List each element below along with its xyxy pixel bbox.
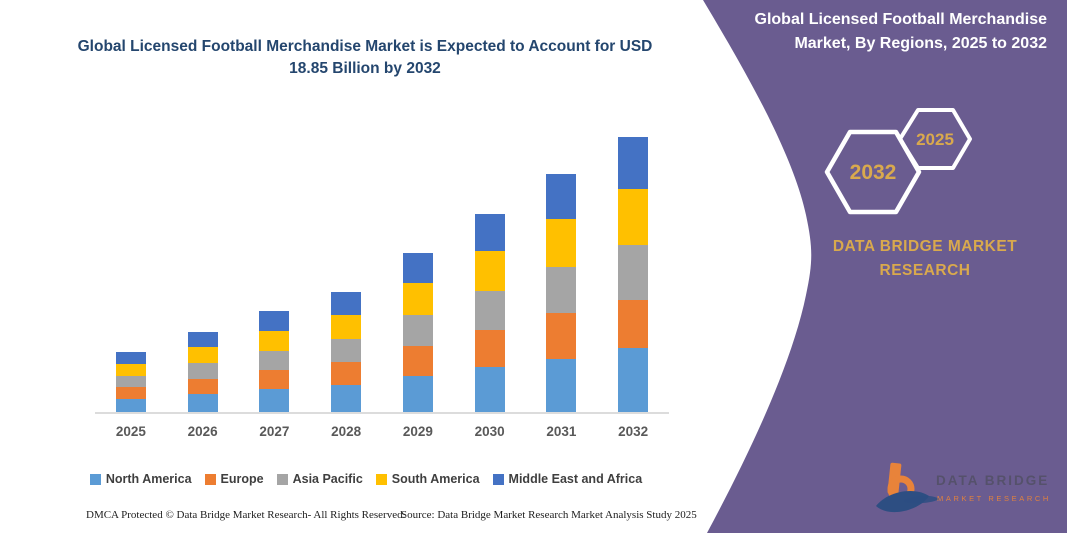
segment-2027-asia-pacific <box>259 350 290 371</box>
segment-2027-europe <box>259 370 290 390</box>
segment-2030-europe <box>474 329 505 368</box>
logo-text-data-bridge: DATA BRIDGE <box>936 473 1049 488</box>
segment-2032-middle-east-and-africa <box>618 137 649 189</box>
chart-title: Global Licensed Football Merchandise Mar… <box>77 38 653 78</box>
logo-b-mark <box>876 462 940 513</box>
segment-2028-north-america <box>331 385 362 412</box>
stacked-bar-2028 <box>331 292 362 412</box>
legend-item-asia-pacific: Asia Pacific <box>276 472 363 486</box>
segment-2027-south-america <box>259 330 290 351</box>
segment-2026-middle-east-and-africa <box>187 331 218 348</box>
segment-2032-asia-pacific <box>618 245 649 301</box>
bar-slot-2029 <box>382 130 454 412</box>
stacked-bar-2026 <box>187 331 218 412</box>
segment-2026-europe <box>187 378 218 394</box>
brand-text: DATA BRIDGE MARKET RESEARCH <box>832 238 1018 280</box>
footer-dmca-text: DMCA Protected © Data Bridge Market Rese… <box>86 509 406 521</box>
segment-2030-asia-pacific <box>474 291 505 330</box>
segment-2025-north-america <box>115 398 146 412</box>
bar-slot-2031 <box>526 130 598 412</box>
x-tick-label-2026: 2026 <box>187 424 218 439</box>
segment-2031-asia-pacific <box>546 266 577 314</box>
bar-slot-2028 <box>310 130 382 412</box>
x-tick-label-2032: 2032 <box>618 424 649 439</box>
segment-2031-north-america <box>546 358 577 412</box>
segment-2032-europe <box>618 300 649 349</box>
purple-side-panel: 2032 2025 <box>703 0 1067 533</box>
segment-2025-asia-pacific <box>115 375 146 388</box>
legend-item-north-america: North America <box>89 472 192 486</box>
segment-2027-middle-east-and-africa <box>259 311 290 331</box>
segment-2025-south-america <box>115 363 146 376</box>
stacked-bar-2032 <box>618 137 649 412</box>
x-axis-labels: 2025 2026 2027 2028 2029 2030 2031 2032 <box>95 424 669 439</box>
segment-2032-south-america <box>618 188 649 246</box>
segment-2025-europe <box>115 387 146 399</box>
x-tick-label-2031: 2031 <box>546 424 577 439</box>
segment-2029-europe <box>402 346 433 377</box>
stacked-bar-2025 <box>115 352 146 412</box>
bar-slot-2025 <box>95 130 167 412</box>
stacked-bar-2030 <box>474 213 505 412</box>
bar-slot-2030 <box>454 130 526 412</box>
segment-2030-south-america <box>474 251 505 292</box>
legend-swatch-icon <box>492 473 504 485</box>
stacked-bar-2031 <box>546 174 577 412</box>
legend-swatch-icon <box>375 473 387 485</box>
legend-swatch-icon <box>276 473 288 485</box>
segment-2031-south-america <box>546 219 577 267</box>
legend-label: South America <box>391 472 480 486</box>
x-tick-label-2028: 2028 <box>331 424 362 439</box>
bar-slot-2027 <box>239 130 311 412</box>
x-tick-label-2029: 2029 <box>402 424 433 439</box>
x-tick-label-2030: 2030 <box>474 424 505 439</box>
panel-title: Global Licensed Football Merchandise Mar… <box>754 11 1048 52</box>
bar-slot-2032 <box>597 130 669 412</box>
legend-swatch-icon <box>204 473 216 485</box>
segment-2026-south-america <box>187 347 218 364</box>
chart-legend: North America Europe Asia Pacific South Ame… <box>60 472 672 486</box>
hexagon-2032-label: 2032 <box>850 161 897 184</box>
segment-2031-europe <box>546 313 577 359</box>
x-tick-label-2025: 2025 <box>115 424 146 439</box>
footer-source-text: Source: Data Bridge Market Research Mark… <box>401 509 697 521</box>
legend-item-south-america: South America <box>375 472 480 486</box>
legend-label: Middle East and Africa <box>508 472 643 486</box>
segment-2031-middle-east-and-africa <box>546 174 577 220</box>
segment-2029-middle-east-and-africa <box>402 253 433 284</box>
stacked-bar-2029 <box>402 253 433 412</box>
legend-item-europe: Europe <box>204 472 264 486</box>
stacked-bar-2027 <box>259 311 290 412</box>
legend-label: Europe <box>220 472 264 486</box>
bar-slot-2026 <box>167 130 239 412</box>
segment-2025-middle-east-and-africa <box>115 352 146 364</box>
legend-label: North America <box>105 472 192 486</box>
segment-2027-north-america <box>259 389 290 412</box>
panel-background-shape <box>703 0 1067 533</box>
segment-2030-north-america <box>474 367 505 412</box>
segment-2029-south-america <box>402 283 433 316</box>
legend-swatch-icon <box>89 473 101 485</box>
segment-2028-europe <box>331 362 362 385</box>
data-bridge-logo: DATA BRIDGE MARKET RESEARCH <box>876 462 1051 513</box>
x-tick-label-2027: 2027 <box>259 424 290 439</box>
legend-label: Asia Pacific <box>292 472 363 486</box>
segment-2026-north-america <box>187 393 218 412</box>
segment-2026-asia-pacific <box>187 363 218 379</box>
logo-text-market-research: MARKET RESEARCH <box>937 494 1051 503</box>
segment-2028-asia-pacific <box>331 338 362 363</box>
hexagon-2032-outline <box>824 129 922 215</box>
segment-2029-north-america <box>402 376 433 412</box>
legend-item-middle-east-and-africa: Middle East and Africa <box>492 472 643 486</box>
segment-2032-north-america <box>618 348 649 412</box>
segment-2028-middle-east-and-africa <box>331 292 362 316</box>
segment-2030-middle-east-and-africa <box>474 213 505 252</box>
segment-2028-south-america <box>331 315 362 339</box>
hexagon-2025-label: 2025 <box>916 130 954 149</box>
segment-2029-asia-pacific <box>402 315 433 347</box>
stacked-bar-chart <box>95 130 669 414</box>
